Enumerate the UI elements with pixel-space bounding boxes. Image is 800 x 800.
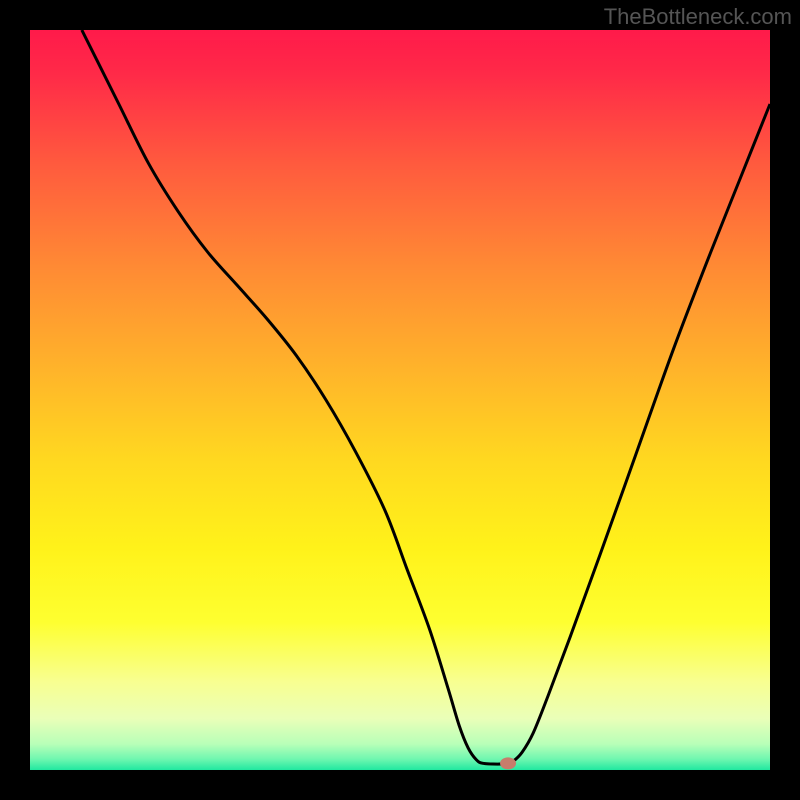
chart-plot-area <box>30 30 770 770</box>
gradient-background <box>30 30 770 770</box>
chart-frame <box>30 30 770 770</box>
optimal-point-marker <box>500 757 516 769</box>
watermark-text: TheBottleneck.com <box>604 4 792 30</box>
